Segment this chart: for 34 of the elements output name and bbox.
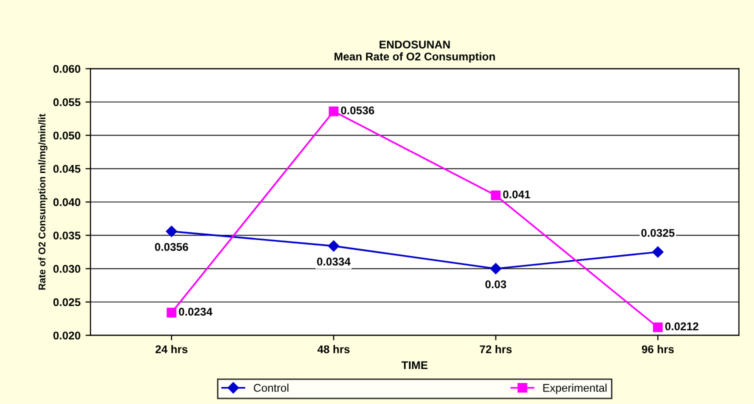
point [490,190,501,200]
text: 0.035 [53,232,80,240]
text: 0.055 [53,98,80,106]
point [328,240,340,252]
text: 0.050 [53,132,80,140]
point [653,322,663,332]
text: 0.045 [53,164,80,173]
y-axis-title: Rate of O2 Consumption ml/mg/min/lit [38,114,48,290]
legend-label: Experimental [543,384,607,394]
data-label: 0.0334 [317,258,351,266]
point [166,308,176,318]
text: 0.020 [53,332,80,340]
x-axis-title: TIME [402,361,428,370]
data-label: 0.0234 [178,308,212,316]
text: 0.025 [53,298,80,306]
legend-label: Control [254,384,288,392]
x-tick-label: 48 hrs [317,345,350,354]
chart-title: ENDOSUNAN Mean Rate of O2 Consumption [334,40,495,63]
data-label: 0.0536 [341,106,374,114]
data-label: 0.0325 [641,228,675,237]
data-label: 0.03 [485,280,506,288]
x-tick-label: 96 hrs [642,345,674,354]
text: 0.030 [53,264,80,273]
text: 0.040 [53,198,80,206]
point [490,263,502,274]
point [652,246,664,258]
data-label: 0.041 [503,190,530,198]
point [328,106,339,116]
x-tick-label: 72 hrs [480,345,512,354]
text: 0.060 [53,64,80,73]
point [166,226,178,237]
data-label: 0.0356 [154,243,188,251]
data-label: 0.0212 [665,322,698,330]
x-tick-label: 24 hrs [156,345,188,354]
